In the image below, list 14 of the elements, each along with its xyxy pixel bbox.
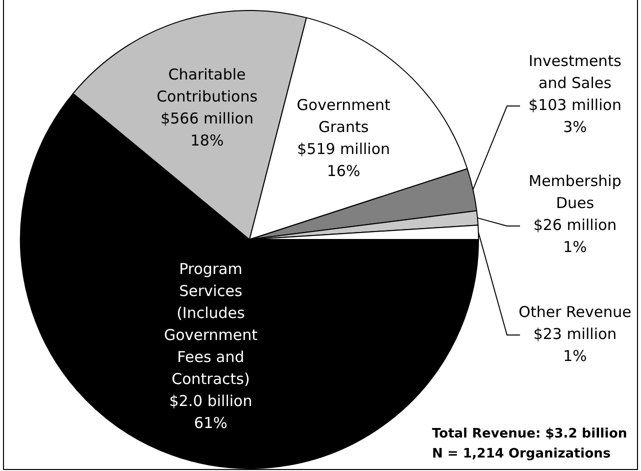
data-label: $103 million 3% [528, 96, 622, 136]
slice-label: Investments and Sales [528, 52, 622, 92]
data-label: $23 million 1% [533, 324, 617, 365]
data-label: $519 million 16% [297, 140, 390, 180]
slice-label: Program Services (Includes Government Fees and Contracts) [164, 260, 258, 388]
text: Total Revenue: $3.2 billion [432, 426, 628, 442]
data-label: $566 million 18% [160, 110, 254, 150]
slice-label: Charitable Contributions [156, 66, 258, 106]
data-label: $26 million 1% [533, 216, 617, 256]
text: N = 1,214 Organizations [432, 446, 611, 462]
slice-label: Other Revenue [518, 302, 632, 321]
data-label: $2.0 billion 61% [169, 392, 252, 432]
slice-label: Membership Dues [528, 172, 622, 212]
slice-label: Government Grants [296, 96, 390, 136]
